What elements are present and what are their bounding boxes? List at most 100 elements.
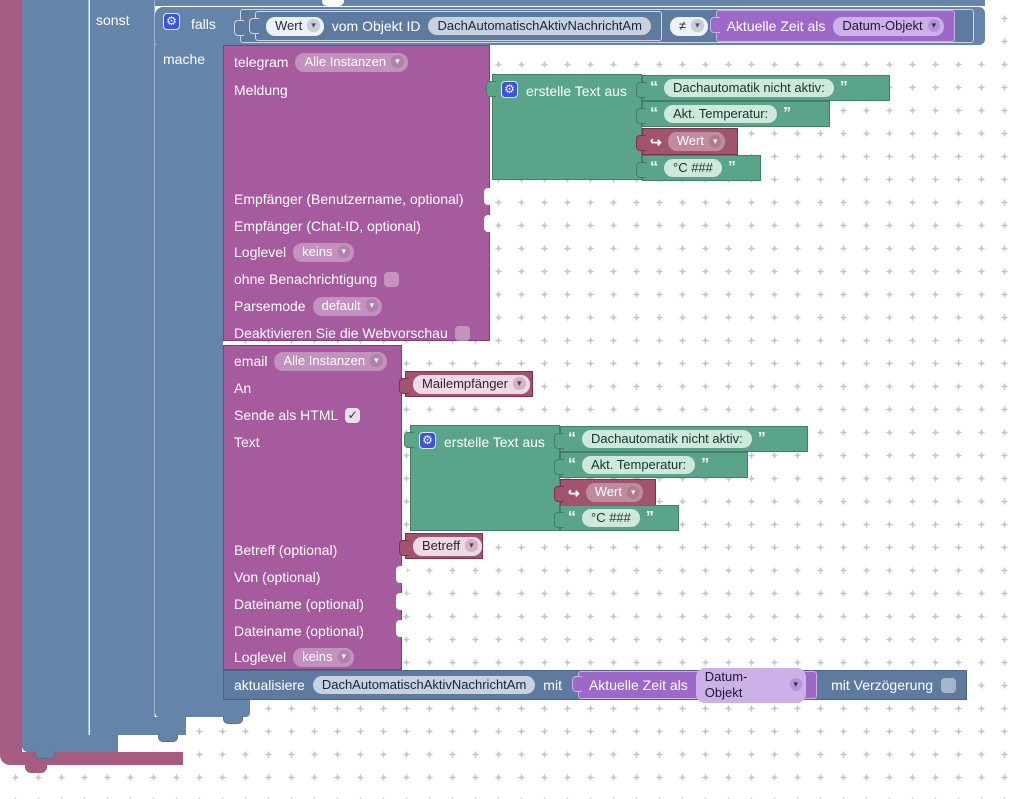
mache-label: mache xyxy=(163,51,206,67)
chevron-down-icon: ▾ xyxy=(708,134,722,148)
chevron-down-icon: ▾ xyxy=(307,19,320,32)
dateiname2-label: Dateiname (optional) xyxy=(234,623,364,639)
text-label: Text xyxy=(234,434,260,450)
update-state-block[interactable]: aktualisiere DachAutomatischAktivNachric… xyxy=(223,667,967,703)
betreff-dropdown[interactable]: Betreff ▾ xyxy=(413,536,482,556)
webvorschau-checkbox[interactable] xyxy=(454,325,470,341)
wert-getter-block[interactable]: ↪ Wert ▾ xyxy=(554,479,656,506)
falls-block-header[interactable]: ⚙ falls Wert ▾ vom Objekt ID DachAutomat… xyxy=(155,7,985,45)
email-loglevel-value: keins xyxy=(302,648,333,664)
wert-label: Wert xyxy=(676,133,704,148)
get-object-value-block[interactable]: Wert ▾ vom Objekt ID DachAutomatischAkti… xyxy=(249,11,662,41)
wert-label: Wert xyxy=(594,484,622,499)
string-field[interactable]: Akt. Temperatur: xyxy=(664,105,778,123)
parsemode-label: Parsemode xyxy=(234,298,306,314)
mailempfaenger-label: Mailempfänger xyxy=(422,375,508,391)
connector-tab xyxy=(399,378,409,394)
telegram-block[interactable]: telegram Alle Instanzen ▾ Meldung Empfän… xyxy=(223,45,495,341)
ifelse-block-bottom-bar[interactable] xyxy=(90,717,186,735)
objekt-id-field[interactable]: DachAutomatischAktivNachrichtAm xyxy=(428,17,651,35)
close-quote-icon: ” xyxy=(701,456,710,473)
outer-falls-block-bottom-bar[interactable] xyxy=(22,735,118,752)
close-quote-icon: ” xyxy=(645,509,654,526)
string-block[interactable]: “ °C ### ” xyxy=(636,155,761,181)
mutator-gear-icon[interactable]: ⚙ xyxy=(163,13,180,30)
ohne-benachrichtigung-checkbox[interactable] xyxy=(384,271,400,287)
email-loglevel-label: Loglevel xyxy=(234,649,287,665)
value-type-dropdown[interactable]: Wert ▾ xyxy=(266,16,324,36)
mit-label: mit xyxy=(543,677,562,693)
falls-block-mache-column[interactable]: mache xyxy=(155,45,223,700)
string-block[interactable]: “ Akt. Temperatur: ” xyxy=(636,101,830,127)
string-block[interactable]: “ Akt. Temperatur: ” xyxy=(554,452,748,478)
von-label: Von (optional) xyxy=(234,569,321,585)
close-quote-icon: ” xyxy=(757,430,766,447)
outer-falls-next-notch xyxy=(35,751,55,759)
telegram-loglevel-dropdown[interactable]: keins ▾ xyxy=(293,242,355,262)
chevron-down-icon: ▾ xyxy=(337,650,351,663)
delay-checkbox[interactable] xyxy=(941,677,956,693)
betreff-block[interactable]: Betreff ▾ xyxy=(399,533,483,559)
string-field[interactable]: °C ### xyxy=(582,509,640,527)
trigger-block-next-notch xyxy=(25,764,47,773)
string-field[interactable]: °C ### xyxy=(664,159,722,177)
logic-compare-block[interactable]: Wert ▾ vom Objekt ID DachAutomatischAkti… xyxy=(234,9,974,43)
email-header-label: email xyxy=(234,353,268,369)
connector-tab xyxy=(571,676,582,692)
chevron-down-icon: ▾ xyxy=(465,539,478,552)
chevron-down-icon: ▾ xyxy=(391,55,404,68)
string-field[interactable]: Dachautomatik nicht aktiv: xyxy=(582,430,752,448)
text-join-block[interactable]: ⚙ erstelle Text aus xyxy=(486,74,642,180)
mailempfaenger-dropdown[interactable]: Mailempfänger ▾ xyxy=(413,374,530,394)
trigger-block-left-edge[interactable] xyxy=(0,0,22,753)
string-field[interactable]: Akt. Temperatur: xyxy=(582,456,696,474)
parsemode-value: default xyxy=(321,297,361,313)
current-time-block[interactable]: Aktuelle Zeit als Datum-Objekt ▾ xyxy=(571,667,818,703)
falls-block-bottom-bar[interactable] xyxy=(155,700,250,717)
chevron-down-icon: ▾ xyxy=(365,299,379,312)
connector-tab xyxy=(554,512,564,528)
vom-objekt-id-label: vom Objekt ID xyxy=(331,18,421,34)
email-block[interactable]: email Alle Instanzen ▾ An Sende als HTML… xyxy=(223,345,407,670)
email-loglevel-dropdown[interactable]: keins ▾ xyxy=(293,647,355,667)
outer-falls-block-left-edge[interactable] xyxy=(22,0,89,735)
current-time-block[interactable]: Aktuelle Zeit als Datum-Objekt ▾ xyxy=(709,10,956,42)
mailempfaenger-block[interactable]: Mailempfänger ▾ xyxy=(399,371,533,397)
connector-tab xyxy=(636,108,646,124)
email-instance-dropdown[interactable]: Alle Instanzen ▾ xyxy=(274,351,387,371)
falls-label: falls xyxy=(191,16,216,32)
ifelse-block-sonst-column[interactable]: sonst xyxy=(90,0,155,717)
time-format-dropdown[interactable]: Datum-Objekt ▾ xyxy=(695,667,807,703)
connector-tab xyxy=(486,81,496,97)
text-join-block[interactable]: ⚙ erstelle Text aus xyxy=(404,425,560,531)
connector-tab xyxy=(636,162,646,178)
operator-label: ≠ xyxy=(678,17,687,33)
value-type-label: Wert xyxy=(275,17,303,33)
update-objekt-id-field[interactable]: DachAutomatischAktivNachrichtAm xyxy=(312,676,536,694)
mutator-gear-icon[interactable]: ⚙ xyxy=(419,432,436,449)
ohne-benachrichtigung-label: ohne Benachrichtigung xyxy=(234,271,378,287)
open-quote-icon: “ xyxy=(650,79,658,96)
string-field[interactable]: Dachautomatik nicht aktiv: xyxy=(664,79,834,97)
time-format-dropdown[interactable]: Datum-Objekt ▾ xyxy=(833,16,945,36)
string-block[interactable]: “ Dachautomatik nicht aktiv: ” xyxy=(554,426,808,452)
string-block[interactable]: “ °C ### ” xyxy=(554,505,679,531)
falls-next-notch xyxy=(223,716,243,724)
wert-dropdown[interactable]: Wert ▾ xyxy=(667,132,726,151)
wert-dropdown[interactable]: Wert ▾ xyxy=(585,483,644,502)
chevron-down-icon: ▾ xyxy=(927,19,941,32)
parsemode-dropdown[interactable]: default ▾ xyxy=(312,296,383,316)
previous-block-notch xyxy=(322,0,344,6)
operator-dropdown[interactable]: ≠ ▾ xyxy=(669,16,708,36)
betreff-label: Betreff (optional) xyxy=(234,542,338,558)
open-quote-icon: “ xyxy=(568,456,576,473)
empty-input-notch xyxy=(484,215,495,232)
telegram-instance-dropdown[interactable]: Alle Instanzen ▾ xyxy=(295,52,408,72)
string-block[interactable]: “ Dachautomatik nicht aktiv: ” xyxy=(636,75,890,101)
connector-tab xyxy=(636,82,646,98)
empty-input-notch xyxy=(396,620,407,637)
sende-als-html-checkbox[interactable]: ✓ xyxy=(345,407,361,423)
mutator-gear-icon[interactable]: ⚙ xyxy=(501,81,518,98)
wert-getter-block[interactable]: ↪ Wert ▾ xyxy=(636,128,738,155)
dateiname1-label: Dateiname (optional) xyxy=(234,596,364,612)
